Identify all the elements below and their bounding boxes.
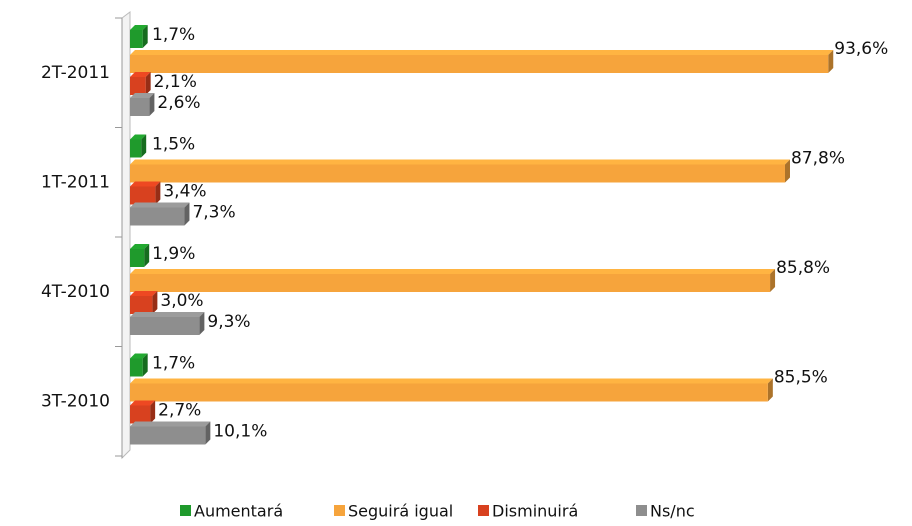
legend-swatch bbox=[478, 505, 489, 516]
value-label: 1,7% bbox=[152, 354, 195, 374]
bar-side bbox=[149, 93, 155, 116]
bar bbox=[130, 55, 829, 73]
legend-swatch bbox=[180, 505, 191, 516]
value-label: 87,8% bbox=[791, 149, 845, 169]
bar bbox=[130, 164, 785, 183]
bar bbox=[130, 98, 150, 116]
bar-top bbox=[130, 400, 156, 406]
bar bbox=[130, 274, 771, 292]
bar bbox=[130, 383, 768, 402]
bar bbox=[130, 405, 151, 424]
bar-side bbox=[144, 244, 150, 267]
category-label: 1T-2011 bbox=[41, 172, 110, 192]
bar-top bbox=[130, 353, 148, 359]
legend-swatch bbox=[636, 505, 647, 516]
legend-label: Disminuirá bbox=[492, 502, 578, 521]
category-label: 2T-2011 bbox=[41, 63, 110, 83]
value-label: 85,8% bbox=[776, 258, 830, 278]
bar-top bbox=[130, 244, 150, 249]
value-label: 7,3% bbox=[192, 203, 235, 223]
axis-wall bbox=[121, 11, 131, 460]
bar bbox=[130, 296, 153, 314]
bar-top bbox=[130, 25, 148, 30]
bar bbox=[130, 426, 206, 445]
value-label: 3,0% bbox=[160, 291, 203, 311]
bar-side bbox=[142, 353, 148, 377]
bar-top bbox=[130, 181, 161, 187]
bar bbox=[130, 30, 143, 48]
bar-side bbox=[142, 25, 148, 48]
value-label: 10,1% bbox=[213, 422, 267, 442]
bar-side bbox=[767, 378, 773, 402]
bar bbox=[130, 207, 185, 226]
value-label: 93,6% bbox=[834, 39, 888, 59]
legend-label: Aumentará bbox=[194, 502, 283, 521]
category-label: 3T-2010 bbox=[41, 391, 110, 411]
bar-top bbox=[130, 291, 158, 296]
bar-top bbox=[130, 159, 790, 165]
bar-side bbox=[152, 291, 158, 314]
bar bbox=[130, 358, 143, 377]
bar-side bbox=[199, 312, 205, 335]
bar-top bbox=[130, 72, 151, 77]
legend-label: Ns/nc bbox=[650, 502, 695, 521]
bar-top bbox=[130, 421, 211, 427]
bar-top bbox=[130, 269, 776, 274]
bar bbox=[130, 186, 156, 205]
value-label: 2,1% bbox=[154, 72, 197, 92]
bar-top bbox=[130, 93, 155, 98]
bar bbox=[130, 317, 200, 335]
bar-side bbox=[770, 269, 776, 292]
bar-top bbox=[130, 134, 147, 140]
bar-top bbox=[130, 312, 205, 317]
bar-top bbox=[130, 202, 190, 208]
bar-side bbox=[145, 72, 151, 95]
bar-side bbox=[141, 134, 147, 158]
bar-side bbox=[828, 50, 834, 73]
value-label: 1,5% bbox=[152, 135, 195, 155]
bar-side bbox=[155, 181, 161, 205]
value-label: 85,5% bbox=[774, 368, 828, 388]
bar-top bbox=[130, 378, 773, 384]
value-label: 1,9% bbox=[152, 244, 195, 264]
bar-top bbox=[130, 50, 834, 55]
bar-side bbox=[205, 421, 211, 445]
bar bbox=[130, 249, 145, 267]
value-label: 2,6% bbox=[157, 93, 200, 113]
value-label: 2,7% bbox=[158, 401, 201, 421]
bar-side bbox=[150, 400, 156, 424]
category-label: 4T-2010 bbox=[41, 282, 110, 302]
value-label: 3,4% bbox=[163, 182, 206, 202]
bar-side bbox=[784, 159, 790, 183]
legend-label: Seguirá igual bbox=[348, 502, 453, 521]
value-label: 1,7% bbox=[152, 25, 195, 45]
legend-swatch bbox=[334, 505, 345, 516]
bar-side bbox=[184, 202, 190, 226]
bar bbox=[130, 139, 142, 158]
value-label: 9,3% bbox=[207, 312, 250, 332]
bar bbox=[130, 77, 146, 95]
